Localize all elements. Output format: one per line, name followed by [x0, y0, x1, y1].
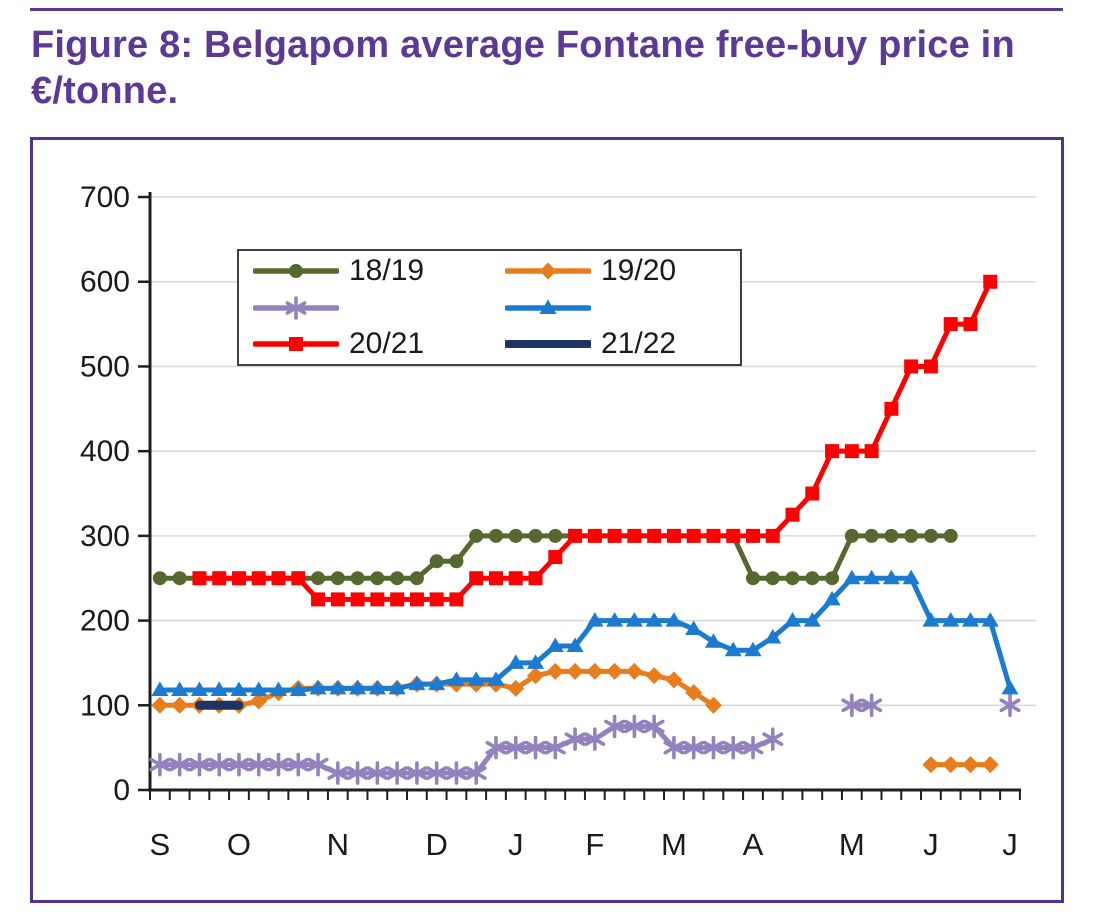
x-month-label-5: J [508, 827, 524, 862]
legend-label: 19/20 [601, 253, 677, 287]
legend-marker-triangle-icon [505, 299, 591, 314]
y-axis-label-200: 200 [80, 605, 130, 638]
top-accent-rule [30, 8, 1063, 11]
y-axis-label-500: 500 [80, 350, 130, 383]
x-month-label-10: J [923, 827, 939, 862]
x-month-label-8: A [743, 827, 764, 862]
legend-label: 21/22 [601, 327, 677, 361]
x-month-label-1: S [150, 827, 171, 862]
x-month-label-4: D [425, 827, 447, 862]
legend-marker-diamond-icon [505, 262, 591, 280]
y-axis-label-0: 0 [113, 774, 130, 807]
x-month-label-7: M [661, 827, 687, 862]
chart-frame [30, 137, 1064, 903]
x-month-label-11: J [1002, 827, 1018, 862]
y-axis-label-400: 400 [80, 435, 130, 468]
chart-legend: 18/19 19/20 20/21 21/22 [237, 249, 742, 366]
legend-label: 20/21 [349, 327, 425, 361]
y-axis-label-300: 300 [80, 520, 130, 553]
y-axis-label-600: 600 [80, 266, 130, 299]
y-axis-label-700: 700 [80, 181, 130, 214]
y-axis-label-100: 100 [80, 689, 130, 722]
series-unlabeled-3 [151, 569, 1019, 697]
x-month-label-2: O [227, 827, 251, 862]
legend-marker-square-icon [253, 337, 339, 352]
legend-entry-20-21: 20/21 [253, 327, 505, 361]
legend-entry-21-22: 21/22 [505, 327, 740, 361]
x-month-label-9: M [839, 827, 865, 862]
legend-entry-18-19: 18/19 [253, 254, 505, 288]
series-unlabeled-2 [149, 693, 1021, 785]
legend-entry-unlabeled-purple [253, 291, 505, 325]
legend-entry-unlabeled-blue [505, 291, 740, 325]
x-month-label-3: N [327, 827, 349, 862]
legend-marker-line-icon [505, 340, 591, 349]
x-month-label-6: F [585, 827, 604, 862]
figure-title: Figure 8: Belgapom average Fontane free-… [31, 24, 1015, 113]
legend-marker-circle-icon [253, 263, 339, 278]
legend-label: 18/19 [349, 253, 425, 287]
legend-entry-19-20: 19/20 [505, 254, 740, 288]
legend-marker-asterisk-icon [253, 295, 339, 320]
series-20/21 [192, 274, 998, 607]
